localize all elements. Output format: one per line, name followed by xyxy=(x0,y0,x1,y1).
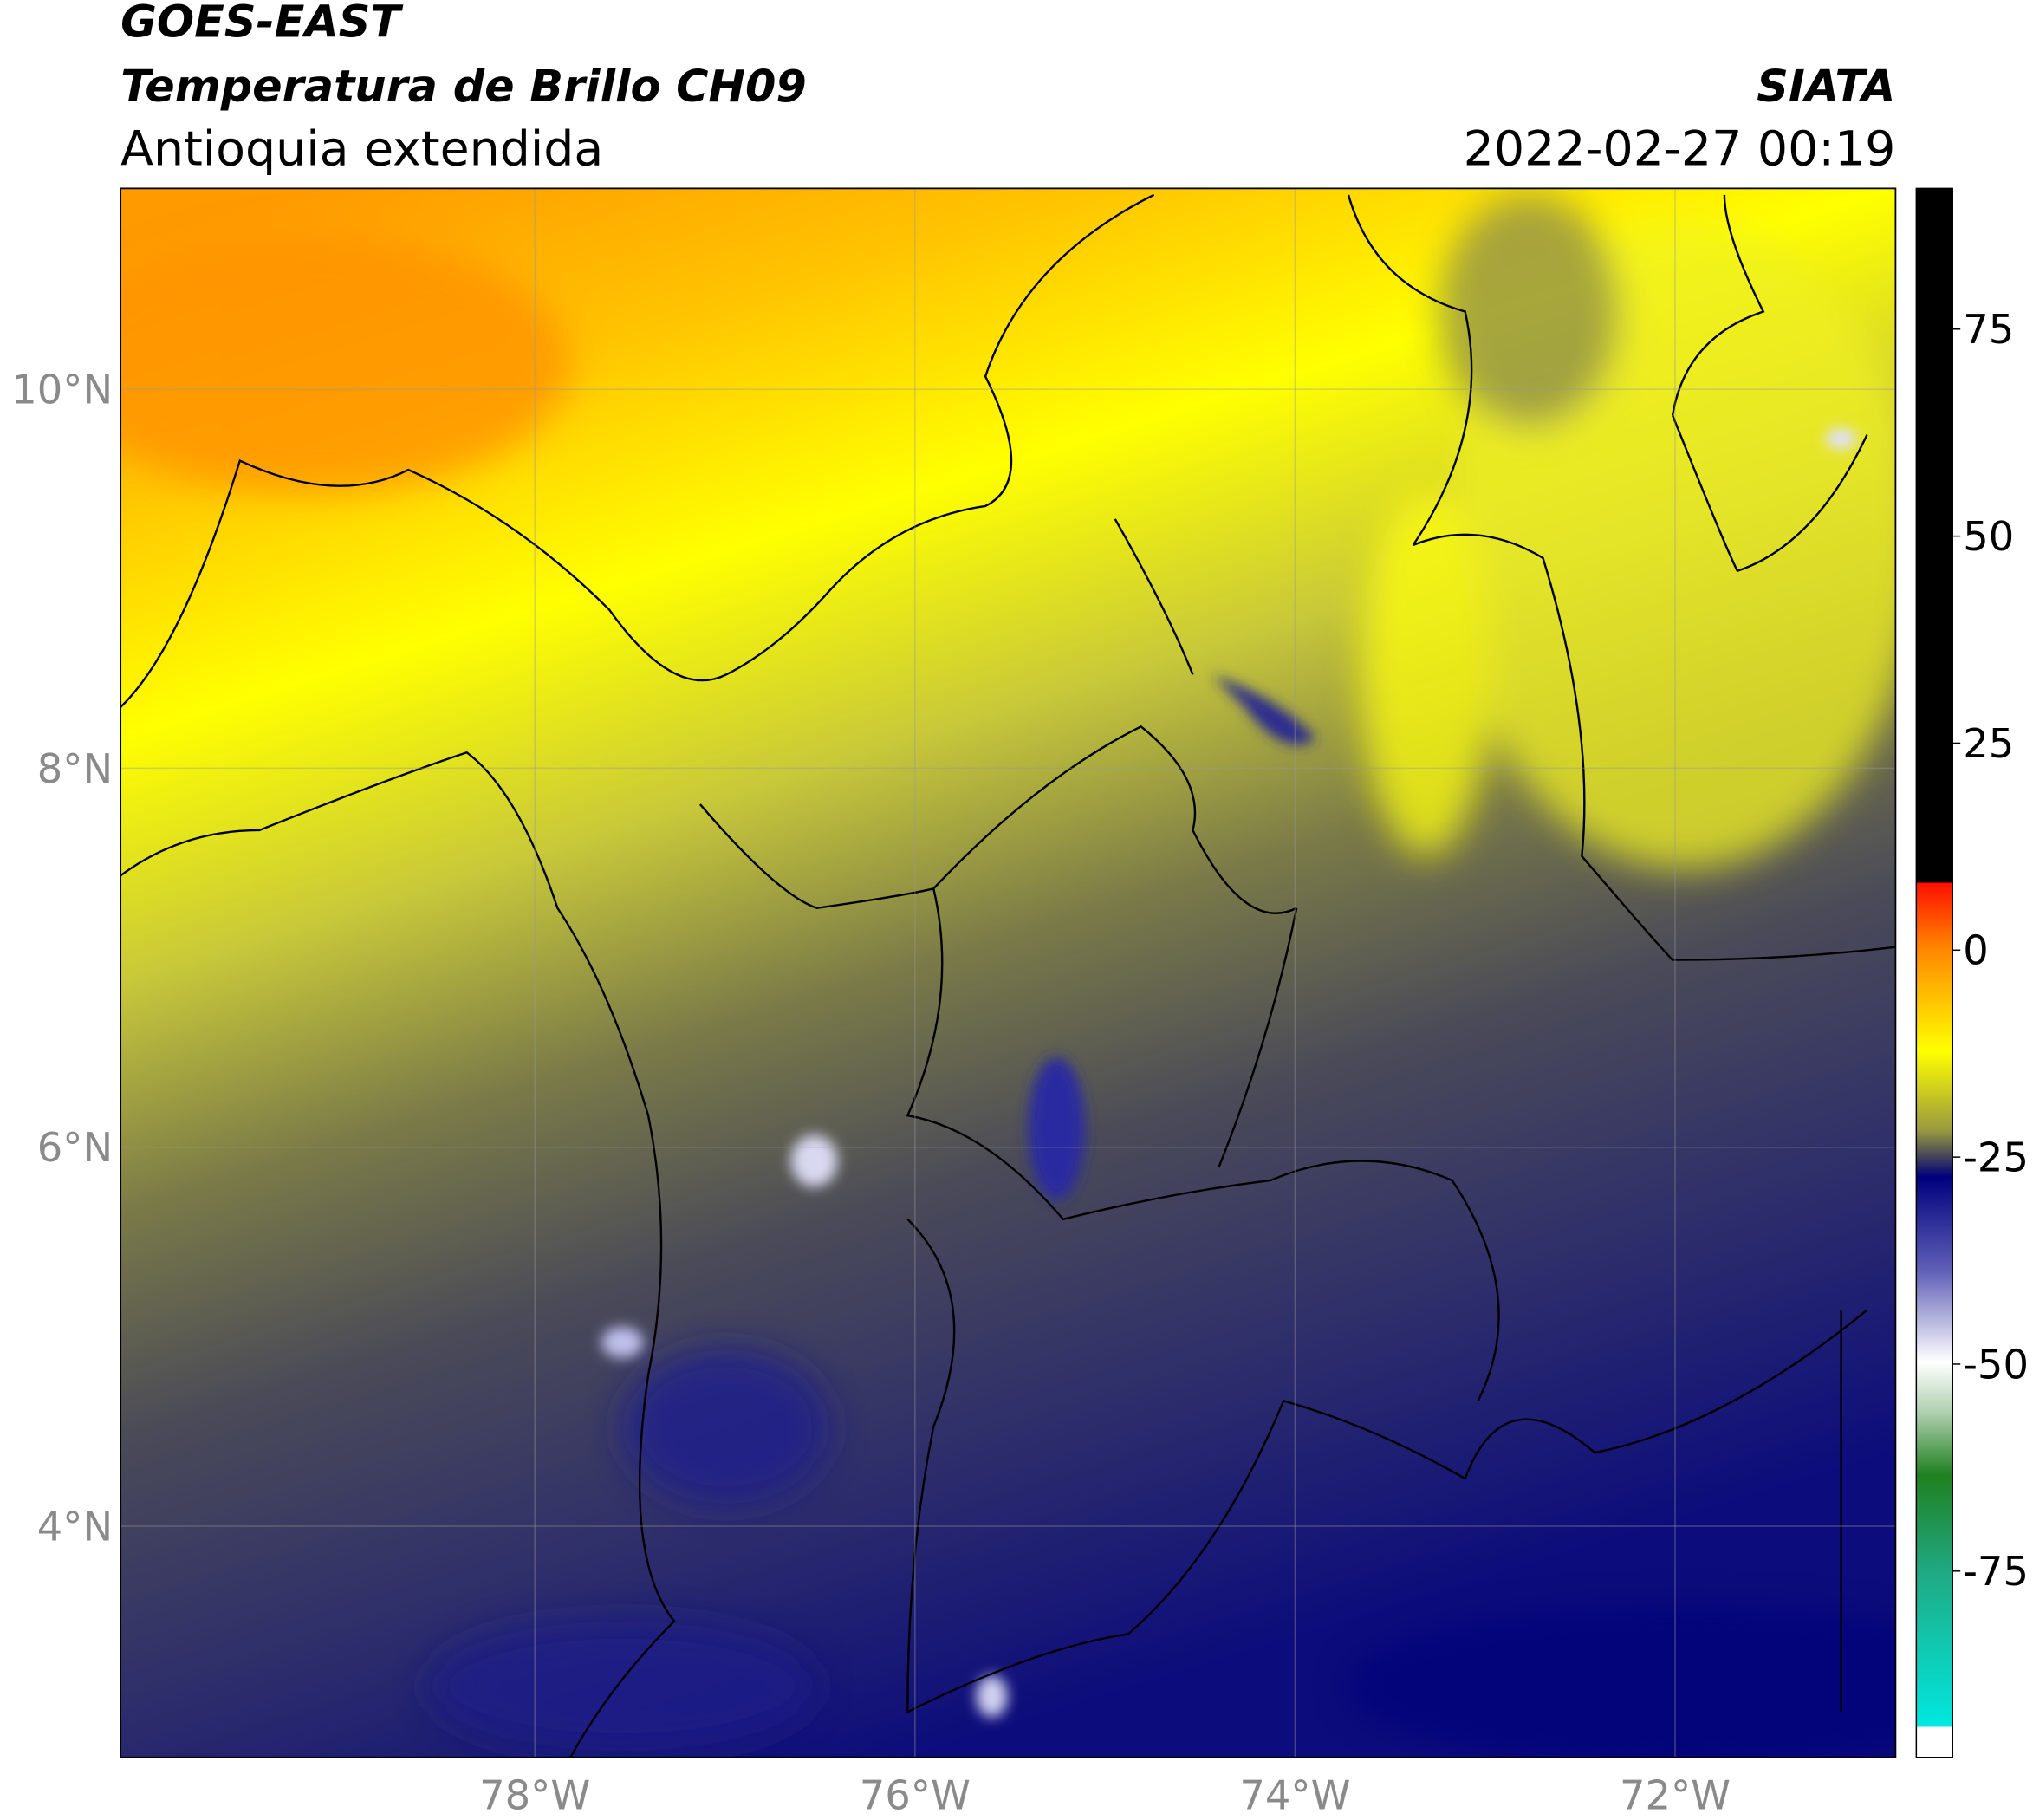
map-frame xyxy=(120,187,1897,1758)
subtitle: Temperatura de Brillo CH09 xyxy=(120,61,807,112)
colorbar-tick-label: 50 xyxy=(1963,513,2014,560)
colorbar-tick-label: 0 xyxy=(1963,927,1989,974)
x-tick-label: 76°W xyxy=(860,1772,971,1819)
title: GOES-EAST xyxy=(120,0,404,47)
colorbar-tick-label: 25 xyxy=(1963,720,2014,767)
map-field xyxy=(120,188,1896,1758)
y-tick-label: 4°N xyxy=(37,1503,113,1550)
colorbar-tick-label: -25 xyxy=(1963,1134,2029,1181)
colorbar-tick-label: -75 xyxy=(1963,1548,2029,1595)
x-tick-label: 72°W xyxy=(1620,1772,1731,1819)
colorbar-tick-label: -50 xyxy=(1963,1341,2029,1388)
x-tick-label: 74°W xyxy=(1239,1772,1350,1819)
x-tick-label: 78°W xyxy=(479,1772,590,1819)
y-tick-label: 10°N xyxy=(11,367,113,413)
grid xyxy=(120,188,1896,1758)
region: Antioquia extendida xyxy=(120,121,603,177)
colorbar xyxy=(1915,187,1953,1758)
source: SIATA xyxy=(1757,61,1895,112)
colorbar-tick-label: 75 xyxy=(1963,306,2014,353)
datetime: 2022-02-27 00:19 xyxy=(1464,121,1896,177)
y-tick-label: 6°N xyxy=(37,1124,113,1171)
y-tick-label: 8°N xyxy=(37,745,113,792)
